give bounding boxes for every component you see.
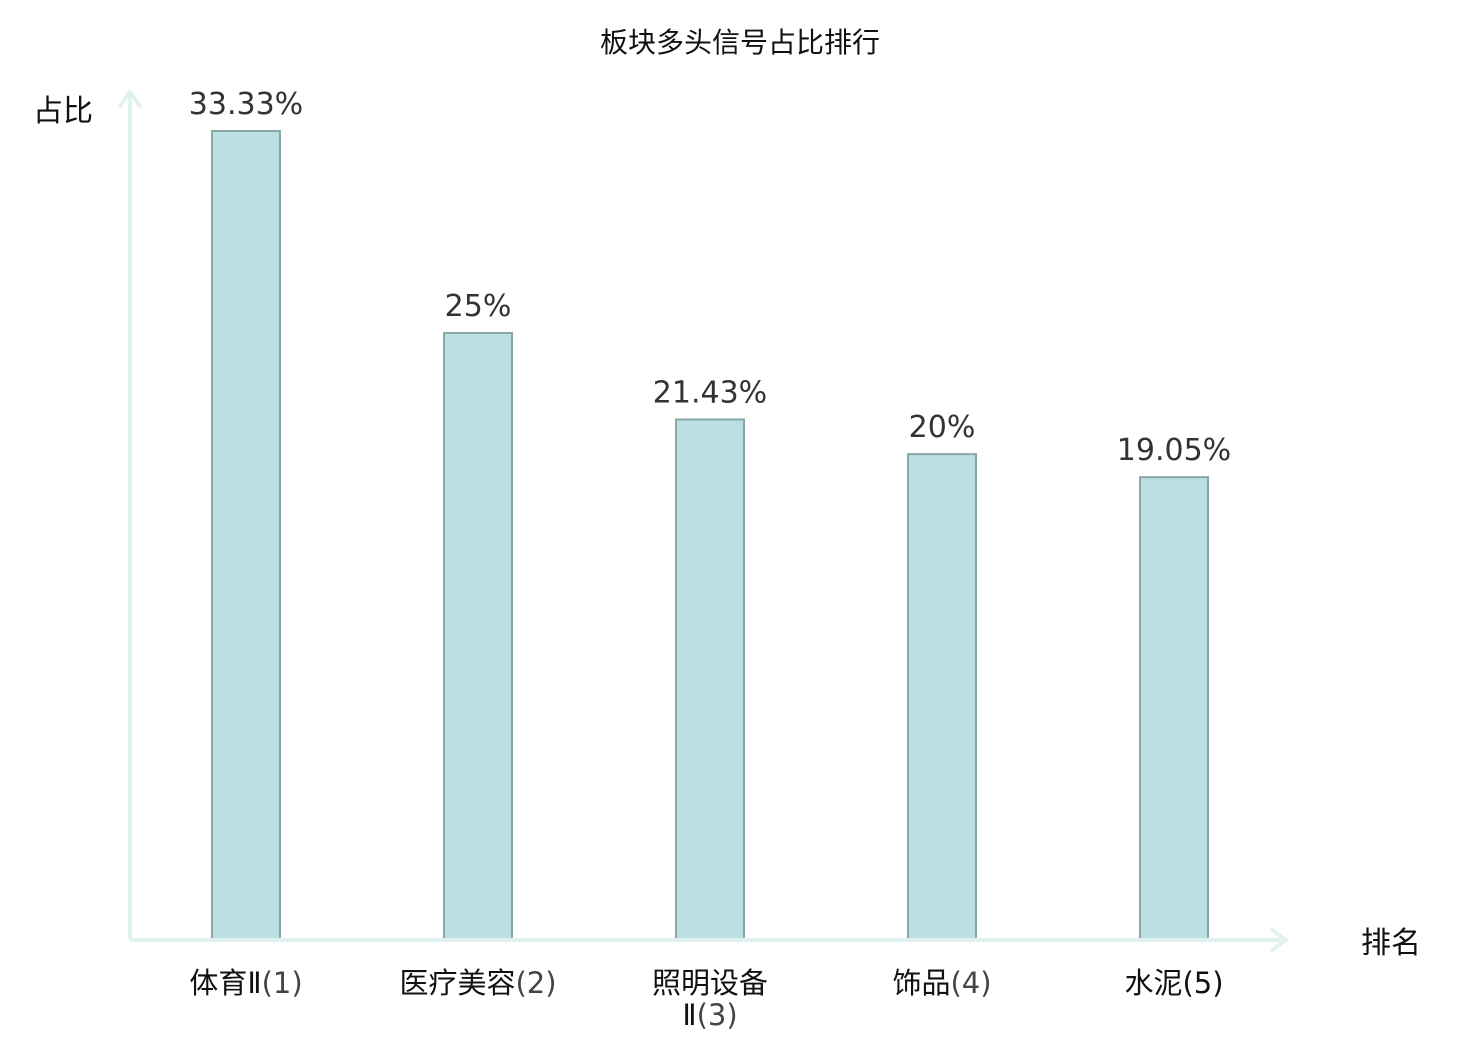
category-rank: (4) [950,966,991,1000]
chart-title: 板块多头信号占比排行 [600,26,880,59]
value-label-3: 21.43% [653,375,767,410]
y-axis-arrow [118,90,142,108]
value-label-5: 19.05% [1117,433,1231,468]
category-rank: (1) [262,966,303,1000]
y-axis-label: 占比 [33,94,93,129]
bar-2 [443,331,513,940]
bar-4 [907,453,977,940]
bar-1 [211,130,281,940]
bars-group [211,130,1209,940]
value-label-4: 20% [909,410,976,445]
x-axis-arrow [1270,928,1288,952]
x-axis-label: 排名 [1361,926,1421,961]
value-label-2: 25% [445,289,512,324]
category-label-3: 照明设备 Ⅱ(3) [652,966,768,1032]
category-label-1: 体育Ⅱ(1) [189,966,302,1000]
category-rank: (2) [515,966,556,1000]
value-label-1: 33.33% [189,87,303,122]
category-name: 医疗美容 [399,966,515,1000]
category-labels-group: 体育Ⅱ(1) 医疗美容(2) 照明设备 Ⅱ(3) 饰品(4) 水泥(5) [189,966,1223,1032]
category-name-line2: Ⅱ [682,998,696,1032]
bar-3 [675,418,745,940]
category-name: 照明设备 [652,966,768,1000]
category-label-2: 医疗美容(2) [399,966,556,1000]
category-label-5: 水泥(5) [1124,966,1223,1000]
value-labels-group: 33.33% 25% 21.43% 20% 19.05% [189,87,1231,468]
category-label-4: 饰品(4) [892,966,991,1000]
category-rank: (3) [697,998,738,1032]
category-rank: (5) [1182,966,1223,1000]
category-name: 体育Ⅱ [189,966,261,1000]
category-name: 水泥 [1124,966,1182,1000]
category-name: 饰品 [892,966,950,1000]
bar-5 [1139,476,1209,940]
